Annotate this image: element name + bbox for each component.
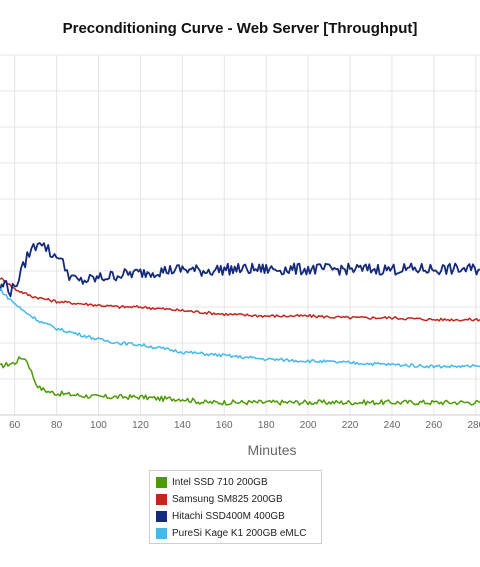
x-tick-label: 160 — [216, 420, 233, 431]
legend-label: Samsung SM825 200GB — [172, 494, 283, 505]
gridlines — [0, 54, 480, 416]
series-lines — [0, 242, 480, 406]
legend-label: Hitachi SSD400M 400GB — [172, 511, 285, 522]
series-line-1 — [0, 356, 480, 406]
legend-swatch — [156, 511, 167, 522]
legend-item: Intel SSD 710 200GB — [156, 474, 321, 491]
series-line-4 — [0, 288, 480, 369]
x-tick-label: 120 — [132, 420, 149, 431]
legend-swatch — [156, 528, 167, 539]
x-tick-label: 280 — [467, 420, 480, 431]
x-axis-title: Minutes — [247, 442, 296, 458]
legend-label: Intel SSD 710 200GB — [172, 477, 268, 488]
x-tick-label: 100 — [90, 420, 107, 431]
legend-swatch — [156, 477, 167, 488]
series-line-3 — [0, 242, 480, 298]
legend: Intel SSD 710 200GB Samsung SM825 200GB Hi… — [149, 470, 322, 544]
series-line-2 — [0, 277, 480, 322]
legend-label: PureSi Kage K1 200GB eMLC — [172, 528, 307, 539]
legend-item: Hitachi SSD400M 400GB — [156, 508, 321, 525]
legend-item: Samsung SM825 200GB — [156, 491, 321, 508]
legend-item: PureSi Kage K1 200GB eMLC — [156, 525, 321, 542]
x-tick-label: 220 — [342, 420, 359, 431]
x-tick-label: 200 — [300, 420, 317, 431]
x-tick-label: 60 — [9, 420, 21, 431]
x-tick-label: 260 — [426, 420, 443, 431]
x-tick-label: 80 — [51, 420, 63, 431]
x-tick-label: 180 — [258, 420, 275, 431]
legend-swatch — [156, 494, 167, 505]
x-tick-label: 240 — [384, 420, 401, 431]
chart-title: Preconditioning Curve - Web Server [Thro… — [62, 20, 418, 37]
x-tick-label: 140 — [174, 420, 191, 431]
x-tick-labels: 60 80 100 120 140 160 180 200 220 240 260 280 — [9, 420, 480, 431]
